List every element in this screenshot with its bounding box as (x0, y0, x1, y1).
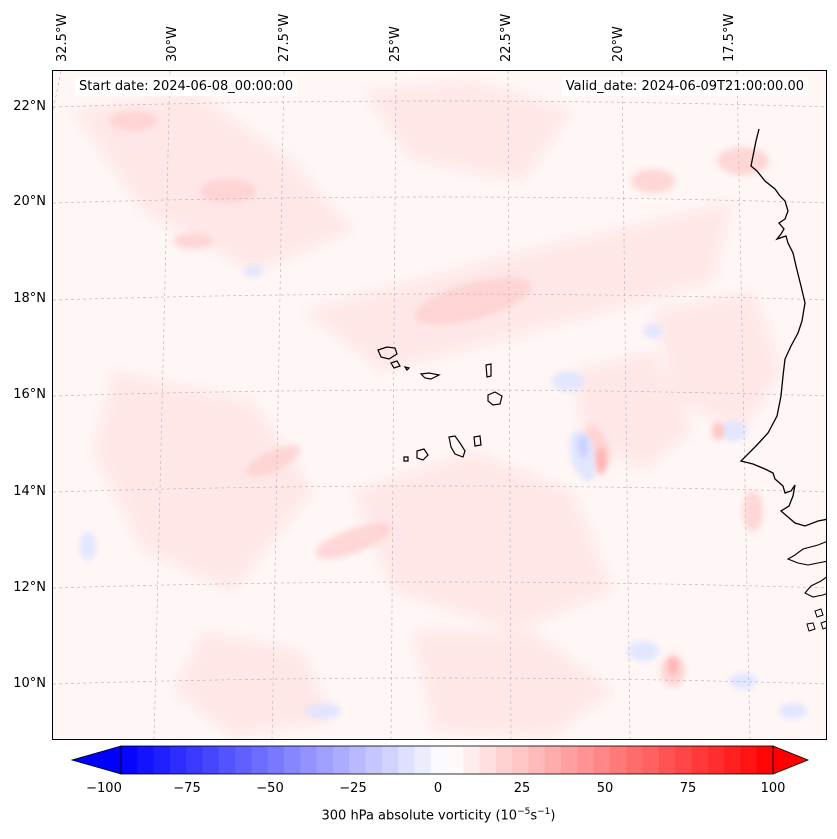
colorbar-segment (707, 746, 725, 774)
colorbar-label-close: ) (550, 808, 556, 824)
colorbar-tick-minus-50: −50 (256, 781, 284, 796)
colorbar-segment (235, 746, 252, 774)
island-santiago (448, 435, 466, 458)
island-brava (403, 456, 409, 462)
colorbar-segment (153, 746, 171, 774)
start-date-label: Start date: 2024-06-08_00:00:00 (75, 77, 298, 96)
colorbar-segment (186, 746, 204, 774)
colorbar-segment (349, 746, 367, 774)
lon-label-17-5w: 17.5°W (722, 13, 737, 62)
lon-label-32-5w: 32.5°W (55, 13, 70, 62)
colorbar-label-exponent-2: −1 (537, 807, 551, 817)
colorbar-tick-100: 100 (760, 781, 786, 796)
colorbar-segment (137, 746, 155, 774)
colorbar-segment (658, 746, 676, 774)
island-sao-nicolau (419, 372, 441, 380)
colorbar-segment (267, 746, 285, 774)
map-panel[interactable] (52, 70, 827, 740)
lon-label-30w: 30°W (165, 26, 180, 62)
lon-label-25w: 25°W (388, 26, 403, 62)
colorbar-segments (121, 746, 774, 774)
colorbar-segment (756, 746, 774, 774)
island-boa-vista (487, 391, 503, 406)
colorbar-tick-0: 0 (433, 781, 443, 796)
colorbar-segment (675, 746, 693, 774)
colorbar (70, 745, 810, 775)
colorbar-segment (430, 746, 448, 774)
guinea-bissau-coast (804, 576, 826, 598)
colorbar-segment (626, 746, 644, 774)
bijagos-islands (806, 608, 826, 632)
colorbar-segment (512, 746, 530, 774)
colorbar-segment (218, 746, 236, 774)
colorbar-segment (169, 746, 187, 774)
strong-vorticity-cells (578, 422, 724, 675)
island-santa-luzia (403, 366, 411, 371)
africa-coastline (739, 128, 826, 527)
island-maio (473, 435, 482, 447)
colorbar-segment (593, 746, 611, 774)
colorbar-tick-50: 50 (596, 781, 614, 796)
colorbar-segment (479, 746, 497, 774)
lon-label-22-5w: 22.5°W (499, 13, 514, 62)
colorbar-segment (642, 746, 660, 774)
stronger-vorticity-patches (109, 111, 769, 687)
colorbar-label: 300 hPa absolute vorticity (10−5s−1) (0, 807, 837, 823)
colorbar-segment (398, 746, 415, 774)
island-sao-vicente (390, 360, 401, 369)
vorticity-map (53, 71, 826, 739)
lat-label-20n: 20°N (13, 194, 46, 209)
colorbar-segment (251, 746, 269, 774)
lat-label-10n: 10°N (13, 676, 46, 691)
gridlines (53, 71, 826, 739)
colorbar-segment (121, 746, 138, 774)
colorbar-segment (740, 746, 758, 774)
island-fogo (416, 448, 429, 461)
lon-label-27-5w: 27.5°W (277, 13, 292, 62)
valid-date-label: Valid_date: 2024-06-09T21:00:00.00 (561, 77, 808, 96)
positive-vorticity-bands (73, 81, 783, 736)
colorbar-segment (414, 746, 432, 774)
lat-label-22n: 22°N (13, 99, 46, 114)
colorbar-segment (381, 746, 399, 774)
colorbar-extend-low (70, 745, 122, 775)
colorbar-segment (332, 746, 350, 774)
colorbar-tick-75: 75 (679, 781, 697, 796)
colorbar-label-exponent-1: −5 (517, 807, 531, 817)
colorbar-segment (495, 746, 513, 774)
lat-label-12n: 12°N (13, 580, 46, 595)
colorbar-tick-25: 25 (513, 781, 531, 796)
gambia-coast (786, 541, 826, 566)
colorbar-tick-minus-75: −75 (173, 781, 201, 796)
lat-label-14n: 14°N (13, 484, 46, 499)
cape-verde-islands (377, 346, 503, 462)
colorbar-segment (447, 746, 464, 774)
colorbar-segment (610, 746, 627, 774)
colorbar-extend-high (772, 745, 810, 775)
colorbar-segment (724, 746, 741, 774)
colorbar-segment (528, 746, 546, 774)
lat-label-16n: 16°N (13, 387, 46, 402)
colorbar-label-text: 300 hPa absolute vorticity (10 (321, 808, 518, 824)
colorbar-segment (316, 746, 334, 774)
colorbar-tick-minus-25: −25 (339, 781, 367, 796)
lat-label-18n: 18°N (13, 291, 46, 306)
island-santo-antao (377, 346, 398, 360)
colorbar-segment (577, 746, 595, 774)
colorbar-tick-minus-100: −100 (86, 781, 122, 796)
colorbar-segment (544, 746, 562, 774)
colorbar-segment (284, 746, 301, 774)
colorbar-outline (120, 745, 774, 775)
colorbar-segment (463, 746, 481, 774)
island-sal (485, 363, 492, 378)
colorbar-segment (202, 746, 220, 774)
colorbar-segment (561, 746, 578, 774)
lon-label-20w: 20°W (611, 26, 626, 62)
colorbar-segment (300, 746, 318, 774)
colorbar-segment (365, 746, 383, 774)
colorbar-segment (691, 746, 709, 774)
colorbar-label-unit: s (530, 808, 538, 824)
